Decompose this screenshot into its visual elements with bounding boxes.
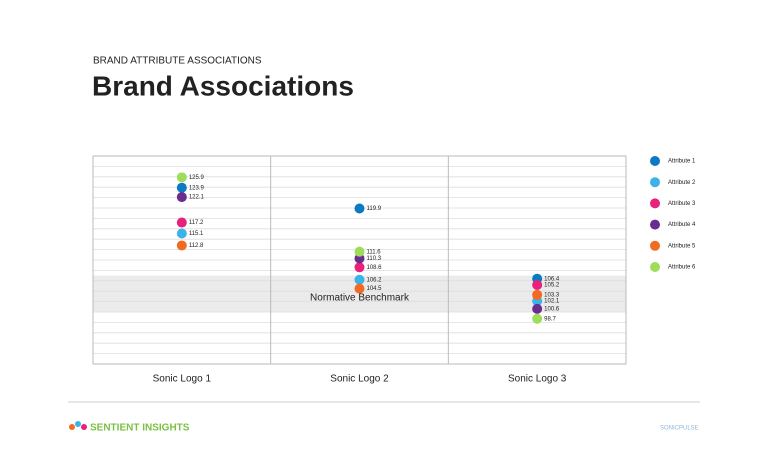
legend-label: Attribute 3 [668, 201, 696, 207]
dot [532, 303, 543, 314]
data-label: 115.1 [189, 231, 204, 237]
legend-marker [650, 156, 660, 166]
x-tick-label: Sonic Logo 2 [330, 374, 389, 385]
legend-marker [650, 240, 660, 251]
data-label: 122.1 [189, 195, 205, 201]
brand-name: SENTIENT INSIGHTS [90, 423, 190, 434]
data-label: 103.3 [544, 292, 560, 298]
data-label: 110.3 [367, 256, 382, 262]
dot [176, 182, 187, 193]
data-label: 106.2 [367, 277, 383, 283]
data-label: 106.4 [544, 276, 560, 282]
data-label: 123.9 [189, 185, 205, 191]
legend-marker [650, 219, 660, 230]
dot [354, 262, 365, 273]
data-label: 119.9 [367, 206, 382, 212]
benchmark-label: Normative Benchmark [310, 292, 410, 303]
legend-marker [650, 198, 660, 209]
dot [176, 217, 187, 228]
data-label: 98.7 [544, 316, 556, 322]
slide-title: Brand Associations [92, 70, 354, 101]
dot [532, 313, 543, 324]
kicker: BRAND ATTRIBUTE ASSOCIATIONS [93, 56, 262, 67]
legend-label: Attribute 6 [668, 265, 696, 271]
dot [176, 192, 187, 203]
dot [176, 172, 187, 183]
data-label: 104.5 [367, 286, 383, 292]
data-label: 100.6 [544, 306, 560, 312]
data-label: 111.6 [367, 249, 382, 255]
dot [532, 279, 543, 290]
data-label: 112.8 [189, 243, 204, 249]
dot [354, 283, 365, 294]
brand-logo [69, 421, 87, 430]
data-label: 105.2 [544, 283, 560, 289]
legend-label: Attribute 1 [668, 159, 696, 165]
data-label: 125.9 [189, 175, 205, 181]
dot [354, 274, 365, 285]
legend-marker [650, 262, 660, 272]
dot [532, 289, 543, 300]
dot [176, 240, 187, 251]
data-label: 117.2 [189, 220, 204, 226]
data-label: 108.6 [367, 265, 383, 271]
data-label: 102.1 [544, 299, 560, 305]
legend-label: Attribute 4 [668, 222, 696, 228]
plot-frame [92, 155, 627, 365]
legend-marker [650, 177, 660, 188]
x-tick-label: Sonic Logo 3 [508, 374, 567, 385]
dot [354, 203, 365, 214]
partner-name: SONICPULSE [660, 426, 699, 432]
x-tick-label: Sonic Logo 1 [153, 374, 212, 385]
dot [176, 228, 187, 239]
legend-label: Attribute 5 [668, 243, 696, 249]
dot [354, 246, 365, 257]
legend-label: Attribute 2 [668, 180, 696, 186]
